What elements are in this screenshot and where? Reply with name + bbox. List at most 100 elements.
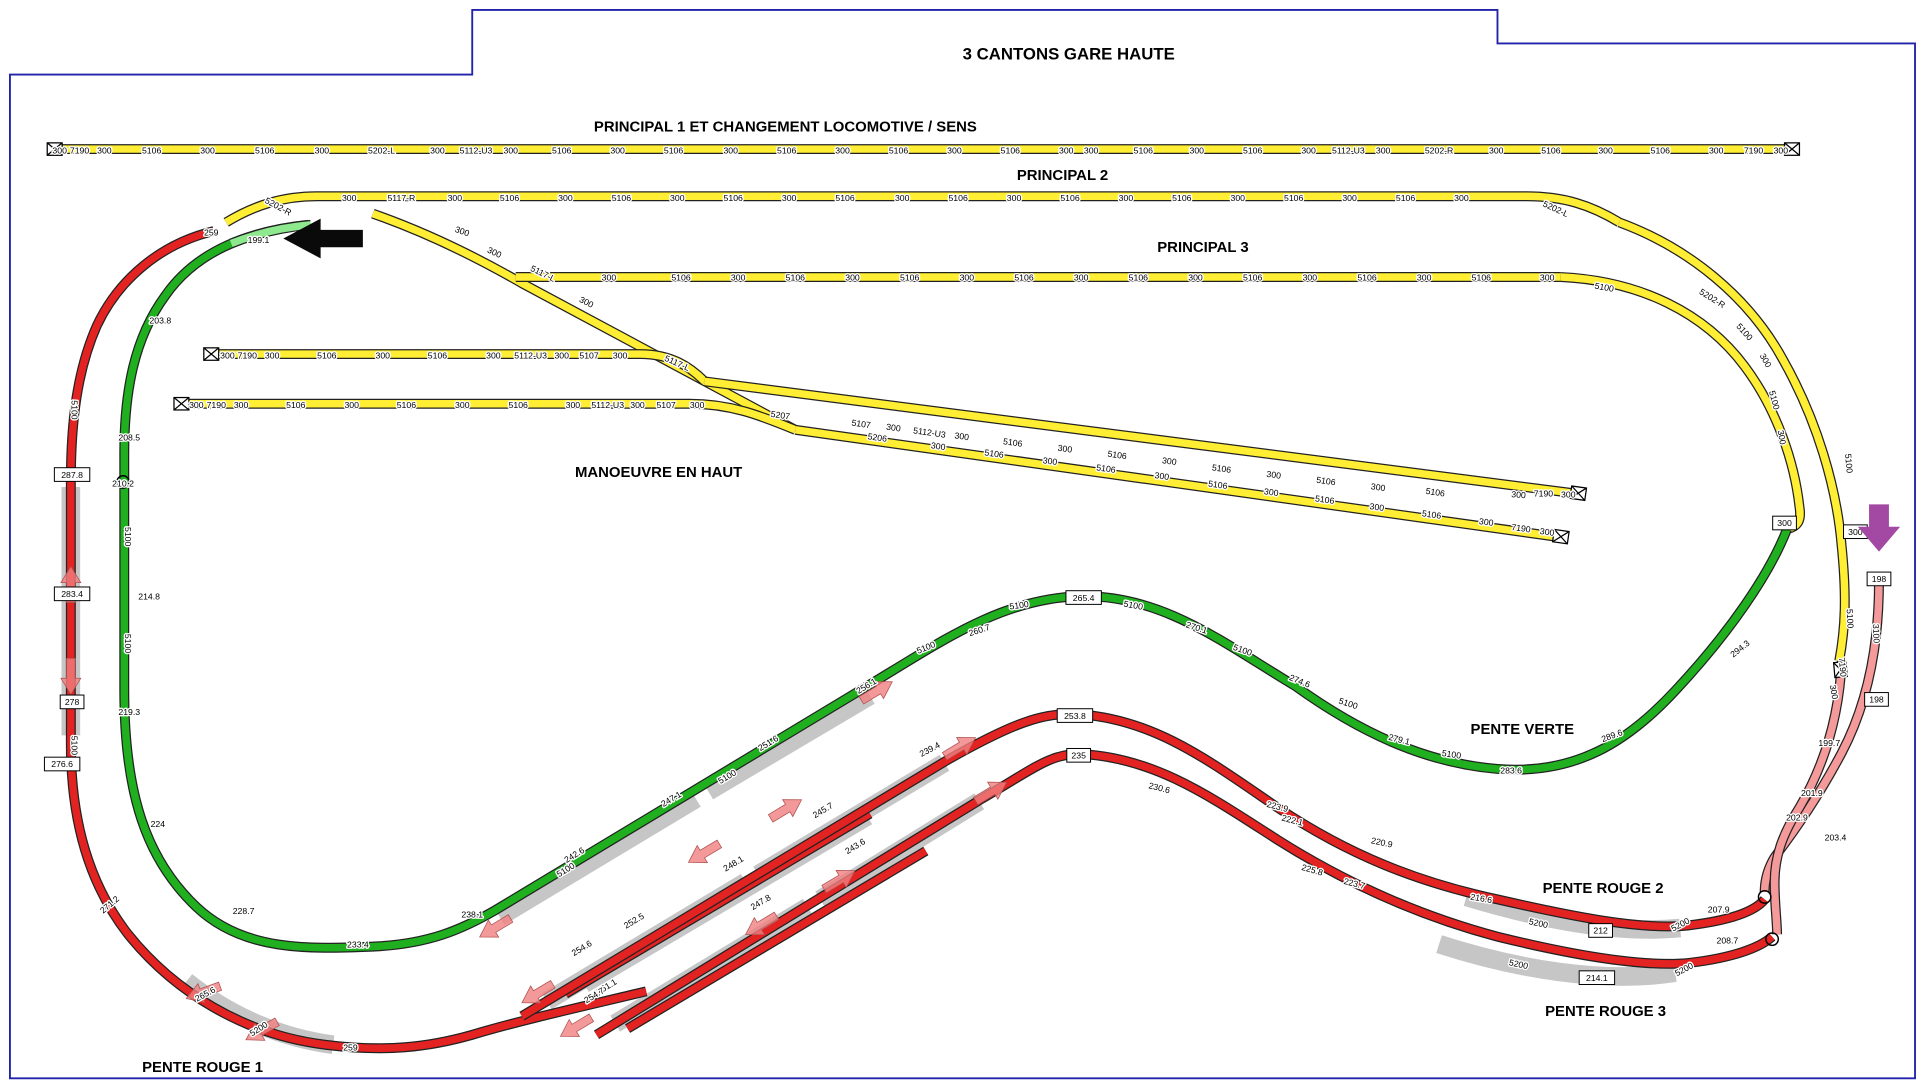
- svg-text:300: 300: [613, 351, 628, 361]
- direction-arrow-icon: [972, 781, 1008, 806]
- track-number-label: 5100: [1733, 320, 1756, 344]
- track-number-label: 224: [149, 818, 166, 831]
- svg-text:220.9: 220.9: [1370, 835, 1394, 849]
- svg-text:300: 300: [723, 146, 738, 156]
- track-number-label: 230.6: [1146, 779, 1172, 797]
- svg-text:300: 300: [845, 272, 860, 282]
- track-number-label: 300: [1341, 191, 1358, 204]
- track-number-label: 5106: [1420, 507, 1443, 522]
- svg-text:5106: 5106: [1107, 449, 1128, 462]
- svg-text:5112-U3: 5112-U3: [913, 425, 947, 439]
- svg-text:300: 300: [1709, 146, 1724, 156]
- track-number-label: 300: [1082, 144, 1099, 157]
- svg-text:5106: 5106: [777, 146, 796, 156]
- svg-text:203.8: 203.8: [149, 316, 171, 326]
- svg-text:5112-U3: 5112-U3: [1332, 146, 1365, 156]
- track-number-label: 5100: [1593, 279, 1617, 295]
- svg-text:300: 300: [430, 146, 445, 156]
- track-number-label: 300: [576, 293, 596, 311]
- svg-text:300: 300: [1301, 146, 1316, 156]
- track-number-label: 5106: [1127, 271, 1149, 284]
- track-number-label: 300: [1058, 144, 1075, 157]
- track-number-label: 5106: [1132, 144, 1154, 157]
- svg-text:208.5: 208.5: [118, 433, 140, 443]
- track-number-label: 5106: [1106, 447, 1129, 462]
- track-number-label: 5106: [498, 191, 520, 204]
- track-number-label: 259: [342, 1041, 359, 1054]
- svg-text:300: 300: [1776, 429, 1788, 445]
- track-number-label: 5100: [121, 526, 134, 548]
- svg-text:5106: 5106: [948, 193, 967, 203]
- svg-text:5106: 5106: [1003, 436, 1024, 449]
- track-number-label: 300: [264, 349, 281, 362]
- svg-text:300: 300: [1042, 455, 1058, 467]
- track-number-label: 300: [1229, 191, 1246, 204]
- label-manoeuvre-en-haut: MANOEUVRE EN HAUT: [575, 465, 742, 481]
- track-number-label: 5117-R: [386, 191, 417, 204]
- black-left-arrow-icon: [283, 218, 363, 259]
- track-number-label: 5100: [1440, 747, 1463, 762]
- track-number-label: 300: [894, 191, 911, 204]
- track-number-label: 300: [452, 223, 472, 240]
- svg-text:300: 300: [454, 224, 471, 238]
- track-number-label: 202.9: [1785, 811, 1810, 824]
- direction-arrow-icon: [245, 1017, 280, 1041]
- label-pente-verte: PENTE VERTE: [1471, 722, 1575, 738]
- track-number-label: 5106: [141, 144, 163, 157]
- track-number-label: 5106: [983, 446, 1006, 461]
- svg-text:278: 278: [65, 697, 80, 707]
- track-number-label: 208.7: [1715, 934, 1740, 947]
- svg-text:254.6: 254.6: [570, 938, 594, 958]
- svg-text:5106: 5106: [1243, 146, 1262, 156]
- svg-text:300: 300: [1828, 684, 1840, 700]
- direction-arrow-icon: [60, 658, 82, 696]
- svg-text:202.9: 202.9: [1786, 813, 1808, 823]
- svg-text:287.8: 287.8: [61, 470, 83, 480]
- track-number-label: 300: [611, 349, 628, 362]
- track-number-label: 5107: [655, 399, 677, 412]
- svg-text:300: 300: [610, 146, 625, 156]
- turnout-circle-icon: [1757, 889, 1772, 904]
- track-number-label: 5106: [1470, 271, 1492, 284]
- track-number-label: 5112-U3: [458, 144, 494, 157]
- svg-text:5106: 5106: [1421, 508, 1442, 521]
- track-number-label: 5106: [1171, 191, 1193, 204]
- svg-text:300: 300: [1376, 146, 1391, 156]
- svg-text:5106: 5106: [612, 193, 631, 203]
- track-number-label: 5106: [776, 144, 798, 157]
- svg-text:283.6: 283.6: [1500, 765, 1522, 775]
- track-number-label: 300: [1041, 454, 1060, 469]
- svg-text:199.7: 199.7: [1818, 738, 1840, 748]
- svg-text:5106: 5106: [1060, 193, 1079, 203]
- svg-text:300: 300: [344, 400, 359, 410]
- track-number-label: 300: [834, 144, 851, 157]
- platform: [1436, 935, 1677, 986]
- svg-text:300: 300: [947, 146, 962, 156]
- svg-text:300: 300: [220, 351, 235, 361]
- svg-text:5107: 5107: [579, 351, 598, 361]
- track-number-label: 5100: [1843, 607, 1857, 630]
- svg-text:300: 300: [1511, 489, 1526, 500]
- svg-text:5106: 5106: [1208, 478, 1229, 491]
- track-number-label: 238.1: [460, 908, 485, 921]
- track-number-label: 201.9: [1800, 786, 1825, 799]
- svg-text:300: 300: [189, 400, 204, 410]
- track-number-label: 287.8: [53, 467, 91, 482]
- svg-text:5106: 5106: [509, 400, 528, 410]
- svg-text:270.1: 270.1: [1185, 619, 1209, 635]
- svg-text:5100: 5100: [69, 400, 79, 419]
- svg-text:300: 300: [486, 351, 501, 361]
- track-number-label: 300: [1300, 144, 1317, 157]
- svg-text:300: 300: [1489, 146, 1504, 156]
- svg-text:5100: 5100: [1594, 281, 1615, 294]
- track-number-label: 5106: [1013, 271, 1035, 284]
- svg-text:253.8: 253.8: [1064, 711, 1086, 721]
- track-number-label: 300: [1538, 525, 1557, 540]
- svg-text:276.6: 276.6: [51, 759, 73, 769]
- svg-text:300: 300: [1417, 272, 1432, 282]
- track-number-label: 300: [1597, 144, 1614, 157]
- platforms-layer: [61, 486, 1682, 1054]
- track-number-label: 219.3: [117, 706, 142, 719]
- svg-text:300: 300: [1539, 526, 1555, 538]
- track-number-label: 5106: [887, 144, 909, 157]
